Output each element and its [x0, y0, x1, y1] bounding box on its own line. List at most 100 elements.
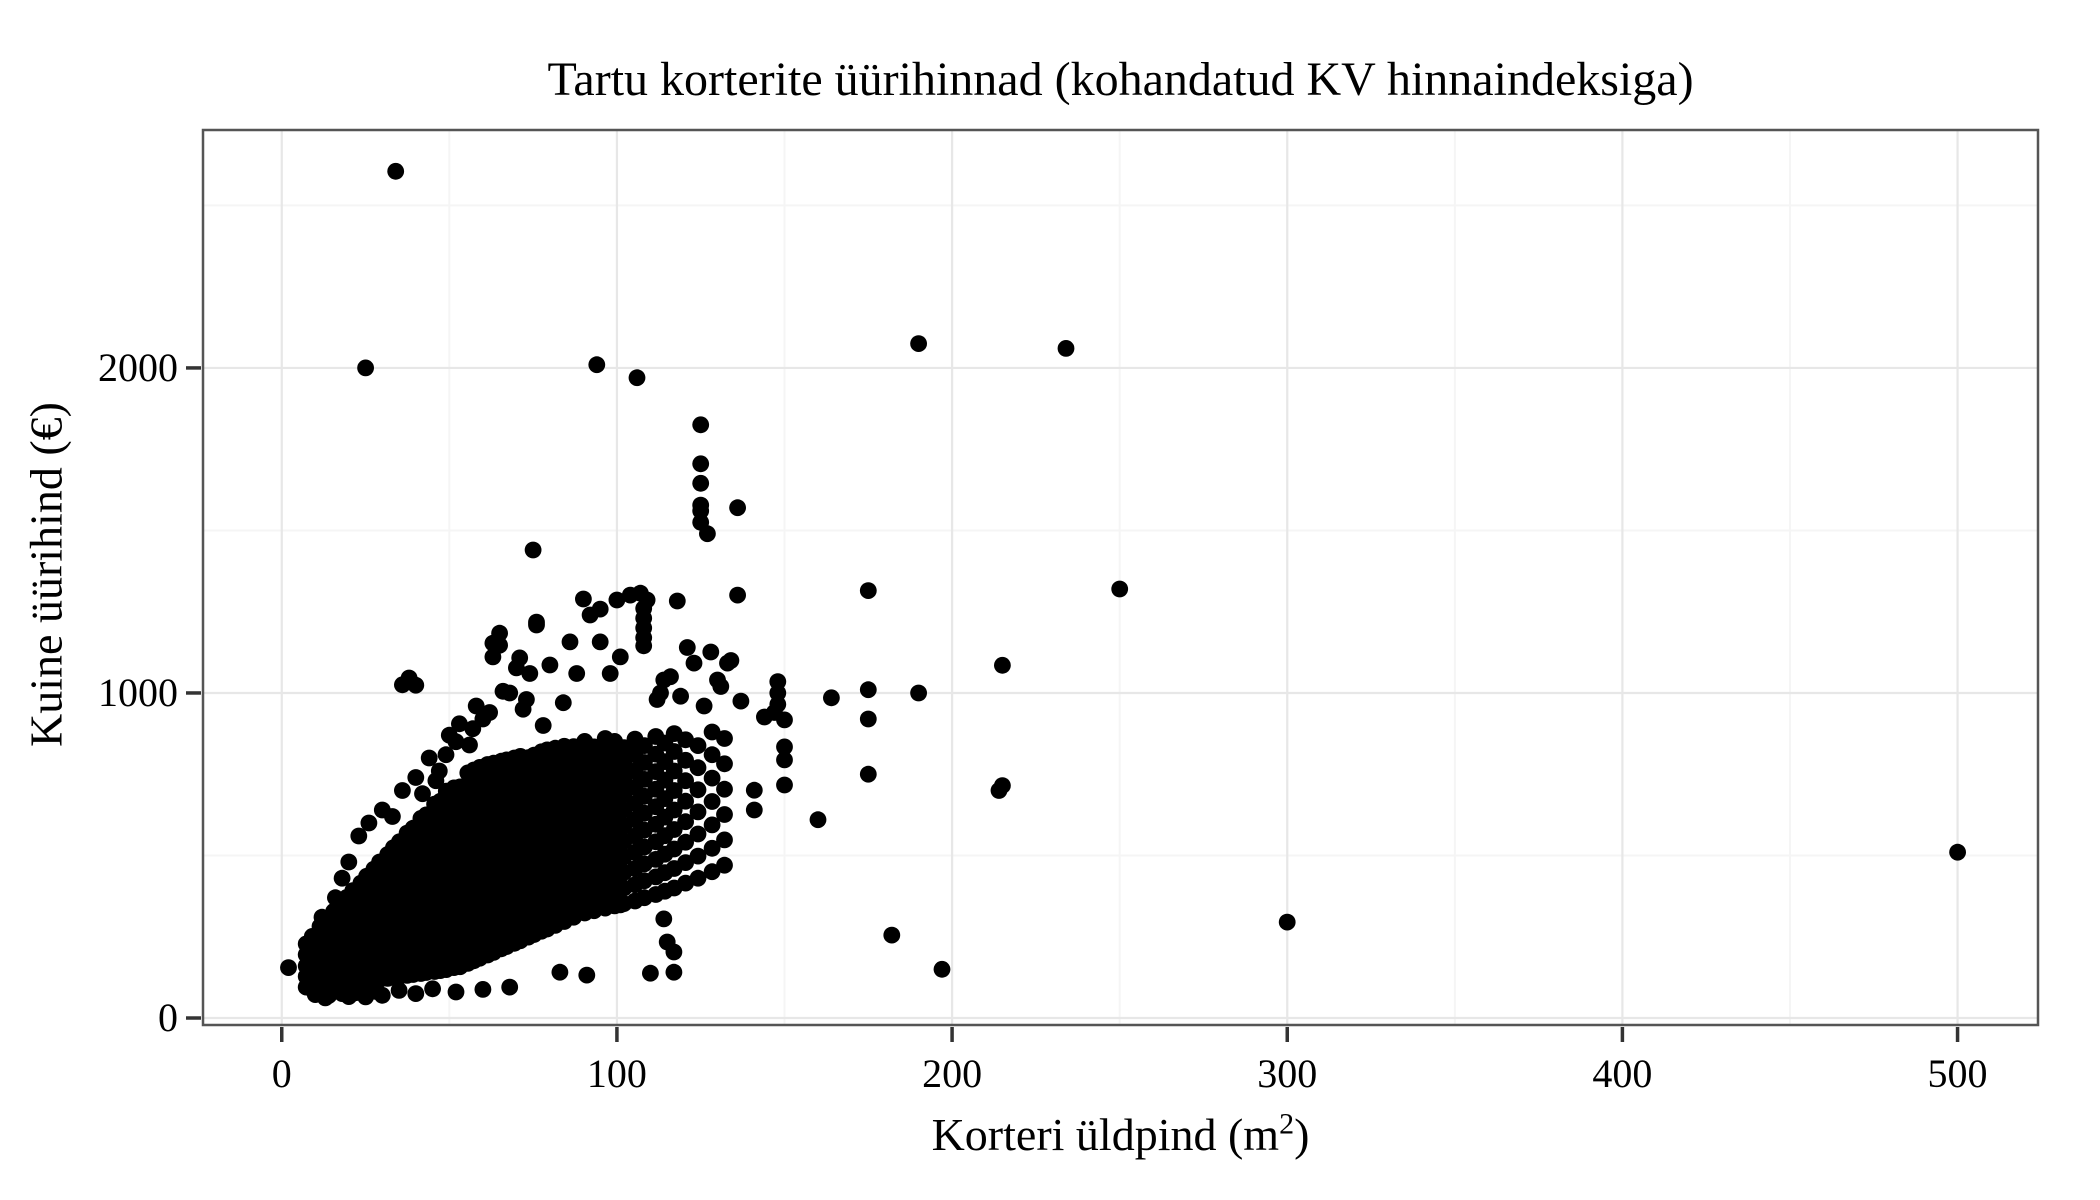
x-tick-label: 300	[1257, 1051, 1318, 1096]
data-point	[859, 582, 877, 599]
data-point	[655, 910, 673, 928]
data-point	[703, 769, 721, 787]
data-point	[910, 684, 927, 702]
data-point	[1111, 580, 1129, 598]
data-point	[689, 781, 707, 799]
data-point	[689, 869, 707, 887]
data-point	[642, 964, 659, 982]
data-point	[414, 785, 431, 803]
data-point	[722, 652, 740, 669]
panel-border	[201, 128, 2040, 1027]
data-point	[407, 985, 425, 1002]
data-point	[280, 959, 297, 976]
data-point	[575, 590, 592, 608]
data-point	[387, 162, 405, 180]
data-point	[716, 856, 733, 874]
data-point	[501, 978, 519, 996]
data-point	[776, 776, 793, 794]
data-point	[394, 782, 411, 799]
data-point	[320, 987, 338, 1004]
data-point	[729, 586, 746, 604]
data-point	[578, 966, 596, 984]
data-point	[994, 656, 1011, 674]
data-point	[910, 335, 927, 352]
data-point	[501, 684, 519, 702]
data-point	[447, 733, 465, 751]
data-point	[703, 723, 721, 741]
data-point	[678, 639, 696, 656]
x-axis-label: Korteri üldpind (m2)	[203, 1108, 2038, 1161]
data-point	[695, 697, 713, 715]
data-point	[554, 694, 572, 712]
data-point	[677, 813, 694, 831]
data-point	[776, 711, 793, 729]
data-point	[437, 746, 455, 764]
data-point	[859, 765, 877, 783]
data-point	[420, 749, 438, 767]
data-point	[692, 455, 710, 473]
data-point	[689, 759, 707, 777]
data-point	[692, 416, 710, 434]
data-point	[665, 943, 683, 961]
data-point	[665, 801, 683, 819]
x-tick-label: 200	[922, 1051, 983, 1096]
data-point	[703, 839, 721, 857]
data-point	[601, 665, 619, 682]
data-point	[461, 736, 478, 754]
data-point	[327, 889, 344, 907]
data-point	[481, 704, 498, 721]
data-point	[491, 624, 508, 642]
data-point	[611, 648, 629, 666]
data-point	[716, 831, 733, 849]
data-point	[823, 689, 840, 707]
y-tick-label: 0	[158, 995, 178, 1040]
data-point	[776, 751, 793, 769]
data-point	[511, 649, 529, 667]
data-point	[689, 803, 707, 821]
data-point	[608, 591, 626, 609]
data-point	[373, 986, 391, 1004]
data-point	[685, 654, 703, 672]
data-point	[668, 592, 686, 610]
data-point	[716, 780, 733, 798]
data-point	[390, 982, 408, 999]
data-point	[665, 762, 683, 780]
data-point	[692, 474, 710, 492]
data-point	[1057, 340, 1075, 357]
data-point	[665, 743, 683, 760]
data-point	[769, 673, 787, 690]
data-point	[333, 869, 351, 887]
data-point	[541, 656, 559, 674]
data-point	[427, 772, 445, 790]
data-point	[703, 816, 721, 834]
x-tick-label: 100	[586, 1051, 647, 1096]
data-point	[933, 960, 951, 978]
data-point	[588, 356, 606, 374]
x-tick-label: 500	[1927, 1051, 1988, 1096]
data-point	[689, 825, 707, 843]
data-point	[665, 782, 683, 799]
data-point	[591, 633, 609, 651]
data-point	[883, 926, 901, 944]
data-point	[716, 730, 733, 747]
x-tick-label: 0	[271, 1051, 292, 1096]
data-point	[745, 801, 763, 819]
data-point	[677, 833, 694, 851]
data-point	[551, 963, 569, 981]
data-point	[340, 853, 358, 871]
data-point	[692, 496, 710, 514]
data-point	[703, 746, 721, 764]
data-point	[464, 720, 482, 738]
data-point	[638, 591, 656, 609]
data-point	[1949, 843, 1966, 861]
data-point	[568, 665, 586, 682]
data-point	[467, 697, 485, 715]
data-point	[703, 863, 721, 881]
data-point	[407, 769, 425, 786]
data-point	[745, 781, 763, 799]
y-axis-label: Kuine üürihind (€)	[20, 402, 72, 747]
data-point	[665, 963, 683, 981]
data-point	[702, 643, 720, 661]
data-point	[712, 678, 730, 695]
